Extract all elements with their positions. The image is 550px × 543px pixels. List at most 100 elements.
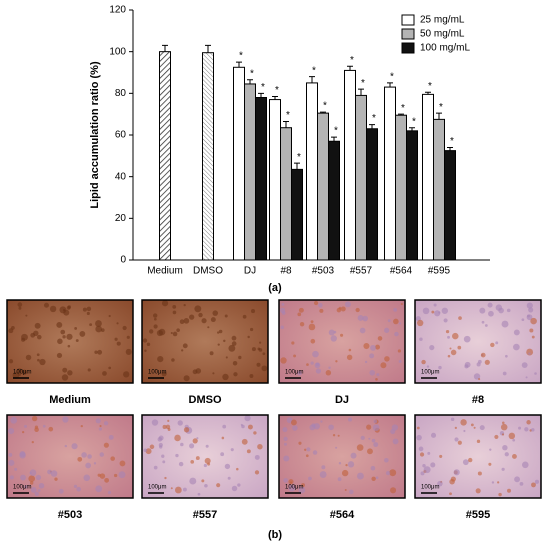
cell [357, 314, 364, 321]
cell [313, 300, 319, 306]
significance-marker: * [401, 103, 405, 114]
cell [394, 331, 399, 337]
bar [395, 114, 407, 261]
cell [251, 309, 256, 314]
cell [422, 464, 426, 468]
cell [473, 426, 476, 429]
cell [305, 454, 309, 458]
cell [362, 315, 368, 322]
cell [512, 438, 516, 442]
cell [227, 476, 231, 480]
cell [525, 376, 528, 379]
cell [335, 360, 338, 363]
cell [172, 310, 177, 315]
cell [152, 313, 158, 318]
cell [114, 337, 118, 341]
cell [151, 419, 159, 426]
significance-marker: * [250, 68, 254, 79]
cell [400, 303, 403, 306]
cell [153, 465, 158, 470]
cell [398, 322, 402, 325]
cell [38, 482, 45, 489]
cell [157, 437, 163, 442]
cell [495, 341, 499, 345]
cell [16, 368, 22, 374]
cell [426, 365, 430, 368]
cell [433, 303, 437, 307]
cell [113, 473, 118, 478]
cell [8, 453, 13, 457]
cell [22, 430, 25, 434]
cell [183, 375, 190, 382]
cell [505, 354, 508, 358]
cell [445, 330, 450, 334]
bar [280, 127, 292, 261]
cell [254, 470, 260, 475]
cell [337, 434, 340, 437]
cell [488, 310, 494, 317]
cell [423, 466, 431, 474]
cell [103, 421, 109, 426]
cell [241, 438, 248, 445]
cell [126, 335, 130, 339]
cell [391, 424, 399, 431]
cell [158, 328, 166, 336]
cell [247, 424, 253, 430]
significance-marker: * [286, 110, 290, 121]
cell [197, 492, 201, 496]
cell [10, 416, 18, 424]
cell [531, 428, 535, 432]
cell [192, 438, 198, 444]
bar [202, 52, 214, 261]
cell [355, 307, 360, 313]
cell [207, 462, 211, 466]
cell [21, 369, 28, 375]
cell [108, 434, 114, 440]
bar [244, 83, 256, 261]
cell [521, 318, 525, 322]
y-axis-label: Lipid accumulation ratio (%) [89, 61, 101, 209]
cell [244, 415, 251, 422]
cell [63, 309, 70, 316]
cell [220, 452, 225, 457]
cell [430, 432, 437, 438]
cell [20, 474, 26, 481]
cell [312, 450, 318, 455]
cell [183, 318, 190, 324]
cell [228, 344, 236, 352]
cell [110, 456, 115, 461]
cell [416, 434, 422, 441]
cell [144, 349, 147, 352]
cell [85, 462, 92, 469]
cell [8, 427, 15, 435]
error-bar [436, 112, 442, 120]
cell [417, 319, 424, 327]
cell [108, 314, 111, 318]
significance-marker: * [350, 55, 354, 66]
cell [171, 358, 175, 362]
cell [360, 435, 365, 441]
cell [460, 419, 467, 426]
cell [93, 462, 97, 465]
cell [289, 481, 293, 484]
micrograph [278, 414, 406, 499]
cell [479, 425, 485, 431]
cell [280, 325, 285, 330]
cell [398, 360, 402, 364]
cell [178, 461, 184, 467]
significance-marker: * [439, 102, 443, 113]
cell [35, 474, 42, 481]
cell [288, 484, 296, 492]
cell [56, 352, 63, 359]
cell [298, 307, 304, 313]
cell [449, 478, 455, 485]
cell [86, 311, 90, 316]
cell [513, 343, 520, 351]
cell [76, 486, 82, 492]
x-tick-label: #564 [390, 266, 413, 277]
cell [393, 318, 399, 325]
cell [447, 354, 451, 358]
cell [246, 449, 251, 454]
cell [447, 335, 450, 339]
cell [283, 455, 290, 462]
